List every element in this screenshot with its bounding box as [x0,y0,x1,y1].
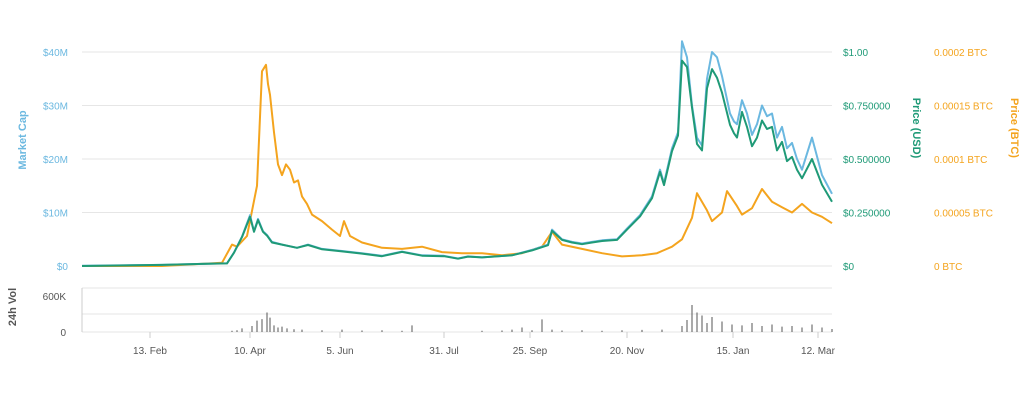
price-btc-tick-label: 0.0002 BTC [934,48,987,59]
volume-grid [81,287,832,333]
market-cap-tick-label: $0 [57,262,69,273]
price-usd-axis-title: Price (USD) [910,98,922,159]
x-tick-label: 31. Jul [429,346,458,357]
price-usd-tick-label: $0.750000 [843,102,891,113]
price-btc-ticks: 0 BTC 0.00005 BTC 0.0001 BTC 0.00015 BTC 0.0… [934,48,993,273]
x-tick-label: 25. Sep [513,346,548,357]
price-btc-line [82,63,833,267]
volume-tick-label: 0 [60,328,66,339]
market-cap-tick-label: $30M [43,102,68,113]
x-tick-label: 10. Apr [234,346,266,357]
price-btc-tick-label: 0.00005 BTC [934,209,993,220]
x-tick-label: 5. Jun [326,346,353,357]
price-btc-tick-label: 0.00015 BTC [934,102,993,113]
x-tick-label: 15. Jan [717,346,750,357]
price-usd-ticks: $0 $0.250000 $0.500000 $0.750000 $1.00 [843,48,891,273]
market-cap-tick-label: $40M [43,48,68,59]
x-tick-label: 20. Nov [610,346,644,357]
price-usd-line [81,59,833,267]
volume-tick-label: 600K [43,292,67,303]
x-tick-label: 12. Mar [801,346,836,357]
x-axis-ticks: 13. Feb 10. Apr 5. Jun 31. Jul 25. Sep 20. No… [133,332,836,357]
volume-axis-title: 24h Vol [7,288,19,326]
market-cap-ticks: $0 $10M $20M $30M $40M [43,48,68,273]
price-usd-tick-label: $0 [843,262,855,273]
price-btc-tick-label: 0 BTC [934,262,962,273]
volume-bars [231,305,833,332]
price-btc-tick-label: 0.0001 BTC [934,155,987,166]
market-cap-line [81,40,833,267]
price-usd-tick-label: $0.500000 [843,155,891,166]
x-tick-label: 13. Feb [133,346,167,357]
market-cap-axis-title: Market Cap [17,110,29,170]
price-usd-tick-label: $0.250000 [843,209,891,220]
series-lines [81,40,833,267]
market-cap-tick-label: $10M [43,209,68,220]
price-usd-tick-label: $1.00 [843,48,868,59]
price-btc-axis-title: Price (BTC) [1008,98,1020,158]
volume-ticks: 0 600K [43,292,67,339]
market-cap-tick-label: $20M [43,155,68,166]
